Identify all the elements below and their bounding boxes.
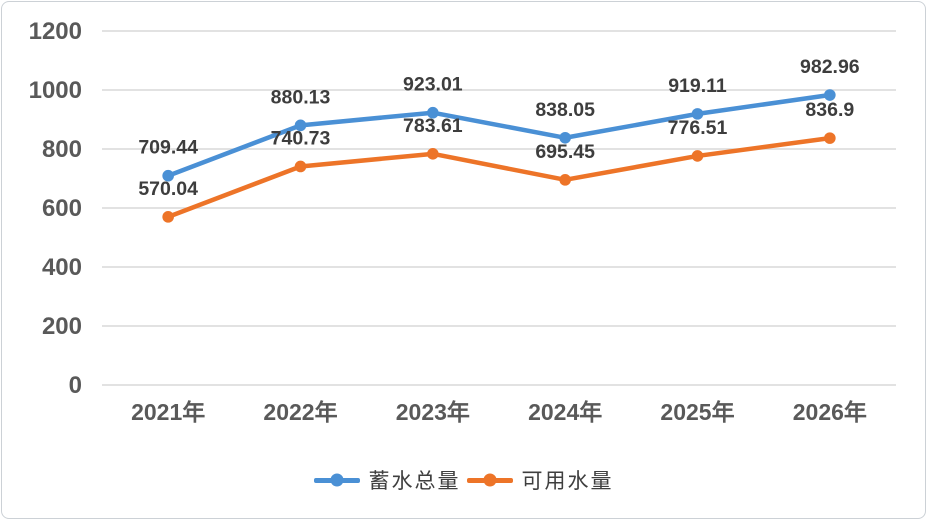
x-axis-tick-label: 2021年 [131, 399, 205, 425]
data-point-marker-icon [162, 169, 174, 182]
data-point-label: 783.61 [403, 115, 463, 137]
chart-legend: 蓄水总量 可用水量 [2, 465, 925, 495]
data-point-label: 880.13 [271, 86, 331, 108]
data-point-marker-icon [427, 148, 439, 160]
data-point-label: 838.05 [535, 99, 595, 121]
data-point-marker-icon [559, 131, 571, 144]
legend-line-marker-icon [466, 473, 513, 487]
data-point-label: 776.51 [668, 117, 728, 139]
data-point-label: 919.11 [668, 75, 727, 97]
legend-label-total-water: 蓄水总量 [368, 469, 461, 493]
data-point-marker-icon [824, 132, 836, 144]
x-axis-tick-label: 2022年 [263, 399, 337, 425]
data-point-marker-icon [427, 106, 439, 119]
data-point-marker-icon [162, 211, 174, 223]
data-point-label: 923.01 [403, 74, 463, 96]
data-point-marker-icon [559, 174, 571, 186]
x-axis-tick-label: 2025年 [660, 399, 734, 425]
x-axis-tick-label: 2023年 [396, 399, 470, 425]
y-axis-tick-label: 1000 [29, 77, 82, 104]
y-axis-tick-label: 400 [42, 254, 82, 281]
data-point-label: 695.45 [535, 141, 595, 163]
y-axis-tick-label: 800 [42, 136, 82, 163]
legend-label-available-water: 可用水量 [521, 469, 614, 493]
data-point-label: 570.04 [138, 178, 198, 200]
data-point-label: 836.9 [805, 99, 854, 121]
legend-dot-icon [330, 473, 343, 487]
legend-dot-icon [483, 473, 496, 487]
data-point-marker-icon [294, 119, 307, 132]
data-point-label: 982.96 [800, 56, 860, 78]
legend-item-available-water: 可用水量 [466, 465, 614, 495]
legend-item-total-water: 蓄水总量 [313, 465, 461, 495]
series-line-0 [165, 92, 833, 178]
y-axis-tick-label: 0 [69, 372, 82, 399]
y-axis-tick-label: 200 [42, 313, 82, 340]
data-point-marker-icon [691, 108, 704, 120]
x-axis-tick-label: 2024年 [528, 399, 602, 425]
data-point-marker-icon [691, 150, 704, 162]
legend-line-marker-icon [313, 473, 360, 487]
x-axis-tick-label: 2026年 [793, 399, 867, 425]
data-point-label: 709.44 [138, 137, 198, 159]
y-axis-tick-label: 600 [42, 195, 82, 222]
data-point-marker-icon [824, 89, 836, 101]
data-point-label: 740.73 [271, 127, 331, 149]
data-point-marker-icon [294, 160, 307, 173]
y-axis-tick-label: 1200 [29, 18, 82, 45]
series-line-1 [165, 135, 833, 220]
